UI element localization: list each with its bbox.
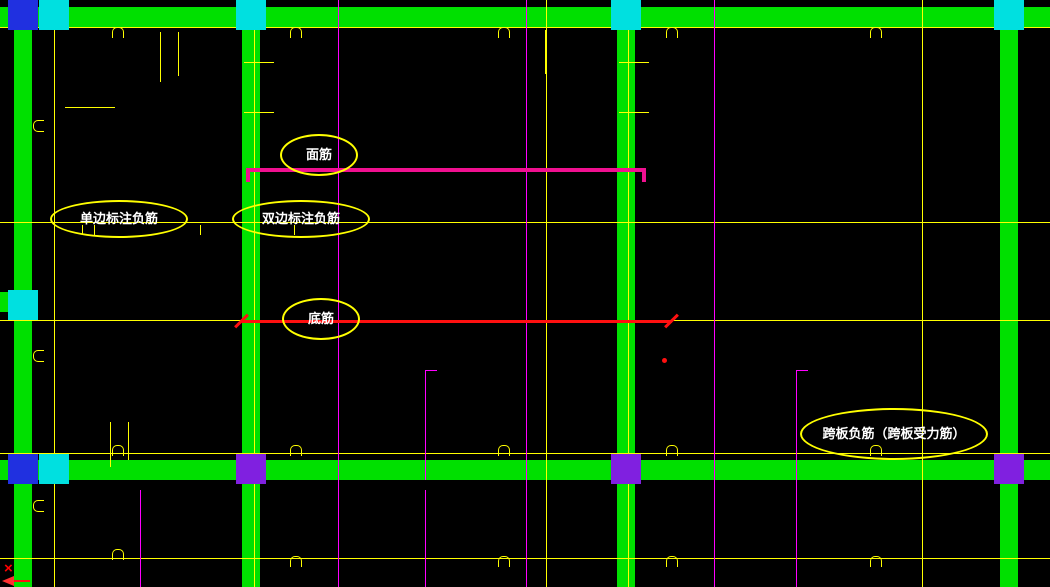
grid-line-h	[0, 558, 1050, 560]
neg-rebar-h	[244, 62, 274, 64]
neg-rebar-h	[619, 112, 649, 114]
top-rebar-hook	[246, 168, 250, 182]
column-cyan	[8, 290, 38, 320]
column-purple	[994, 454, 1024, 484]
neg-rebar-h	[65, 107, 115, 109]
rebar-hook-icon	[666, 27, 678, 38]
horizontal-beam	[0, 460, 1050, 480]
magenta-line-v	[338, 0, 339, 587]
cursor-arrow-tail	[14, 580, 30, 582]
column-blue	[8, 454, 38, 484]
rebar-hook-icon	[870, 27, 882, 38]
callout-single: 单边标注负筋	[50, 200, 188, 238]
neg-rebar-h	[619, 62, 649, 64]
horizontal-beam	[0, 7, 1050, 27]
grid-line-v	[922, 0, 923, 587]
rebar-hook-icon	[112, 549, 124, 560]
column-purple	[236, 454, 266, 484]
column-cyan	[39, 0, 69, 30]
rebar-hook-icon	[666, 556, 678, 567]
rebar-hook-icon	[498, 27, 510, 38]
rebar-hook-icon	[112, 445, 124, 456]
rebar-hook-icon	[666, 445, 678, 456]
magenta-line-v	[425, 370, 426, 480]
rebar-hook-icon	[290, 556, 302, 567]
red-dot	[662, 358, 667, 363]
callout-span: 跨板负筋（跨板受力筋）	[800, 408, 988, 460]
cad-canvas: 面筋底筋 单边标注负筋 双边标注负筋跨板负筋（跨板受力筋） ×	[0, 0, 1050, 587]
callout-top_rebar: 面筋	[280, 134, 358, 176]
neg-rebar-v	[110, 422, 111, 467]
column-cyan	[236, 0, 266, 30]
magenta-line-h	[425, 370, 437, 371]
column-cyan	[611, 0, 641, 30]
grid-line-v	[546, 0, 547, 587]
callout-bottom_rebar: 底筋	[282, 298, 360, 340]
rebar-hook-icon	[112, 27, 124, 38]
rebar-hook-icon	[498, 556, 510, 567]
rebar-hook-icon	[33, 500, 44, 512]
grid-line-v	[628, 0, 629, 587]
neg-rebar-v	[128, 422, 129, 460]
neg-rebar-h	[244, 112, 274, 114]
magenta-line-h	[796, 370, 808, 371]
rebar-hook-icon	[33, 120, 44, 132]
magenta-line-v	[796, 370, 797, 587]
magenta-line-v	[714, 0, 715, 587]
rebar-hook-icon	[290, 27, 302, 38]
vertical-beam	[1000, 0, 1018, 587]
neg-rebar-tick	[200, 225, 201, 235]
column-cyan	[994, 0, 1024, 30]
rebar-hook-icon	[290, 445, 302, 456]
vertical-beam	[242, 0, 260, 587]
cursor-x-icon: ×	[4, 560, 13, 577]
rebar-hook-icon	[33, 350, 44, 362]
neg-rebar-v	[178, 32, 179, 76]
magenta-line-v	[526, 0, 527, 587]
callout-double: 双边标注负筋	[232, 200, 370, 238]
grid-line-v	[54, 0, 55, 587]
column-purple	[611, 454, 641, 484]
grid-line-v	[254, 0, 255, 587]
neg-rebar-v	[545, 30, 546, 74]
magenta-line-v	[140, 490, 141, 587]
rebar-hook-icon	[498, 445, 510, 456]
column-cyan	[39, 454, 69, 484]
magenta-line-v	[425, 490, 426, 587]
cursor-arrow-icon	[2, 576, 14, 586]
column-blue	[8, 0, 38, 30]
vertical-beam	[617, 0, 635, 587]
rebar-hook-icon	[870, 556, 882, 567]
top-rebar-hook	[642, 168, 646, 182]
neg-rebar-v	[160, 32, 161, 82]
grid-line-h	[0, 27, 1050, 29]
